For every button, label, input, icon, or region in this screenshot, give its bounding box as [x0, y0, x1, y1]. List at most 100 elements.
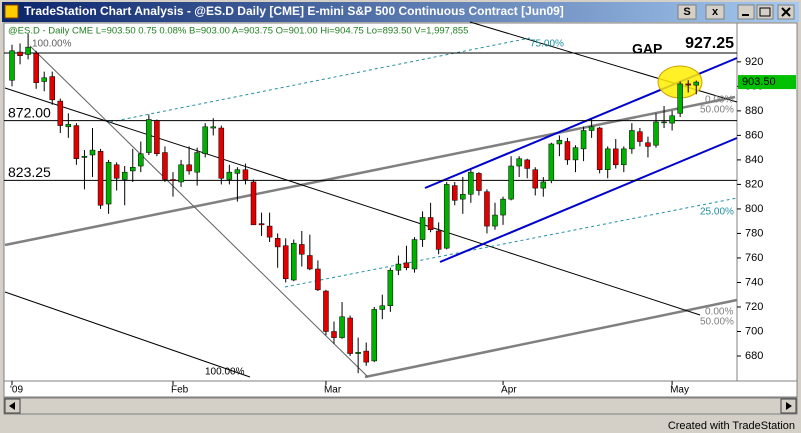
candle-body: [492, 214, 498, 227]
candle-body: [677, 83, 683, 114]
candle-body: [17, 51, 23, 56]
candle-body: [274, 238, 281, 248]
candle-body: [435, 230, 442, 250]
level-label: 823.25: [8, 164, 51, 180]
candle-body: [81, 155, 88, 158]
s-button[interactable]: [677, 4, 697, 20]
candle-body: [186, 164, 192, 172]
close-icon: [781, 7, 791, 17]
candle-body: [266, 225, 273, 238]
candle-body: [202, 126, 208, 155]
annotation: 0.00%: [705, 95, 733, 106]
candle-body: [387, 269, 394, 306]
candle-body: [65, 124, 72, 128]
candle-body: [162, 152, 168, 180]
title-bar: [2, 2, 799, 22]
candle-body: [379, 305, 386, 310]
candle-body: [572, 147, 579, 161]
x-button-label[interactable]: x: [712, 6, 719, 18]
x-tick-label: Apr: [501, 385, 517, 396]
annotation: 100.00%: [205, 367, 245, 378]
y-tick-label: 800: [745, 203, 763, 215]
minimize-button[interactable]: [737, 4, 755, 20]
candle-body: [460, 193, 466, 200]
candle-body: [556, 140, 563, 145]
candle-body: [146, 119, 152, 153]
x-tick-label: '09: [10, 385, 23, 396]
candle-body: [580, 130, 587, 150]
annotation: 50.00%: [700, 105, 734, 116]
candle-body: [154, 120, 160, 155]
annotation: 100.00%: [32, 39, 72, 50]
candle-body: [613, 148, 619, 166]
candle-body: [307, 255, 313, 270]
candle-body: [258, 223, 265, 226]
y-tick-label: 700: [745, 325, 763, 337]
candle-body: [250, 181, 257, 226]
plot-area: [3, 22, 738, 382]
candle-body: [178, 164, 184, 183]
candle-body: [97, 151, 104, 206]
level-label: 872.00: [8, 104, 51, 120]
x-tick-label: May: [670, 385, 689, 396]
candle-body: [218, 127, 225, 179]
candle-body: [645, 142, 651, 147]
scroll-right-icon: [786, 402, 792, 410]
candle-body: [540, 181, 547, 189]
scroll-left-icon: [9, 402, 15, 410]
annotation: GAP: [632, 41, 662, 57]
candle-body: [661, 121, 667, 124]
y-tick-label: 740: [745, 276, 763, 288]
candle-body: [291, 242, 297, 281]
level-label: 927.25: [685, 35, 734, 52]
maximize-button[interactable]: [756, 4, 774, 20]
x-button[interactable]: [705, 4, 725, 20]
y-tick-label: 680: [745, 350, 763, 362]
candle-body: [113, 164, 120, 179]
candle-body: [476, 173, 482, 191]
candle-body: [524, 159, 530, 169]
candle-body: [121, 171, 128, 180]
last-price-label: 903.50: [742, 76, 776, 88]
candle-body: [403, 262, 410, 269]
y-tick-label: 860: [745, 129, 763, 141]
candle-body: [588, 126, 595, 131]
candle-body: [443, 184, 450, 249]
date-axis: [3, 380, 798, 398]
candle-body: [452, 185, 458, 201]
candle-body: [500, 198, 506, 216]
candle-body: [41, 77, 47, 82]
candle-body: [564, 141, 571, 161]
candle-body: [629, 130, 635, 150]
candle-body: [323, 290, 329, 332]
candle-body: [9, 50, 15, 81]
candle-body: [89, 149, 96, 156]
candle-body: [371, 309, 377, 362]
candle-body: [669, 115, 675, 124]
candle-body: [508, 165, 514, 200]
candle-body: [355, 352, 361, 354]
y-tick-label: 840: [745, 154, 763, 166]
candle-body: [194, 152, 200, 173]
candle-body: [210, 126, 216, 129]
scrollbar[interactable]: [3, 397, 798, 415]
candle-body: [516, 158, 522, 167]
last-price-box: [738, 75, 796, 90]
y-tick-label: 780: [745, 227, 763, 239]
s-button-label[interactable]: S: [683, 6, 690, 18]
candle-body: [331, 331, 337, 338]
y-tick-label: 880: [745, 105, 763, 117]
y-tick-label: 920: [745, 56, 763, 68]
candle-body: [49, 76, 55, 101]
candle-body: [621, 148, 627, 166]
footer: Created with TradeStation: [668, 420, 795, 432]
candle-body: [693, 81, 699, 86]
candle-body: [315, 268, 321, 291]
x-tick-label: Mar: [324, 385, 342, 396]
candle-body: [242, 169, 249, 180]
candle-body: [685, 83, 691, 86]
annotation: 0.00%: [705, 307, 733, 318]
candle-body: [57, 100, 64, 126]
candle-body: [73, 125, 80, 159]
candle-body: [282, 245, 289, 280]
